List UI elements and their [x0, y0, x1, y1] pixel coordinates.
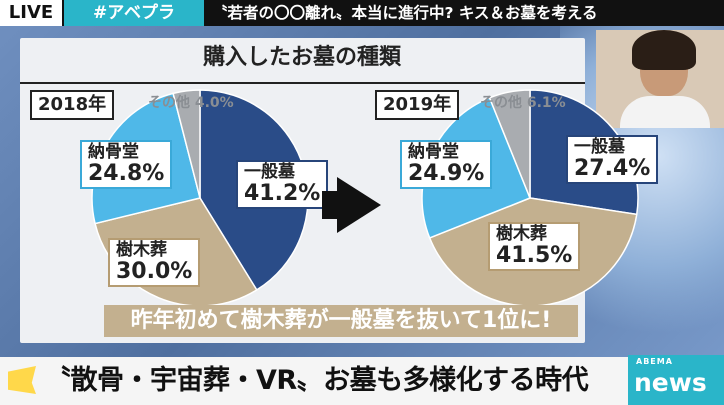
other-label-2018: その他 4.0%	[148, 95, 234, 111]
pie-slice-other-2019年	[488, 89, 531, 199]
general-label-2018: 一般墓 41.2%	[236, 160, 329, 209]
topic-title: 〝若者の〇〇離れ〟本当に進行中? キス＆お墓を考える	[212, 4, 598, 22]
ossuary-label-2019: 納骨堂 24.9%	[400, 140, 493, 189]
logo-top-text: ABEMA	[636, 357, 673, 366]
general-label-2019: 一般墓 27.4%	[566, 135, 659, 184]
year-label-2018: 2018年	[30, 90, 115, 120]
other-label-2019: その他 6.1%	[480, 95, 566, 111]
guest-hair	[632, 30, 696, 70]
ossuary-label-2018: 納骨堂 24.8%	[80, 140, 173, 189]
headline: 〝散骨・宇宙葬・VR〟お墓も多様化する時代	[44, 365, 589, 396]
hashtag-badge: #アベプラ	[64, 0, 204, 26]
lower-third-bar	[0, 357, 724, 405]
arrow-icon-tail	[322, 191, 340, 219]
tree-label-2018: 樹木葬 30.0%	[108, 238, 201, 287]
abema-news-logo	[628, 355, 724, 405]
pie-slice-other-2018年	[172, 89, 201, 199]
summary-note: 昨年初めて樹木葬が一般墓を抜いて1位に!	[104, 305, 578, 337]
live-badge: LIVE	[0, 0, 62, 26]
title-divider	[20, 82, 585, 84]
year-label-2019: 2019年	[375, 90, 460, 120]
logo-main-text: news	[634, 368, 707, 397]
arrow-right-icon	[337, 177, 381, 233]
chart-board-title: 購入したお墓の種類	[202, 45, 401, 70]
guest-shirt	[620, 96, 710, 128]
tree-label-2019: 樹木葬 41.5%	[488, 222, 581, 271]
